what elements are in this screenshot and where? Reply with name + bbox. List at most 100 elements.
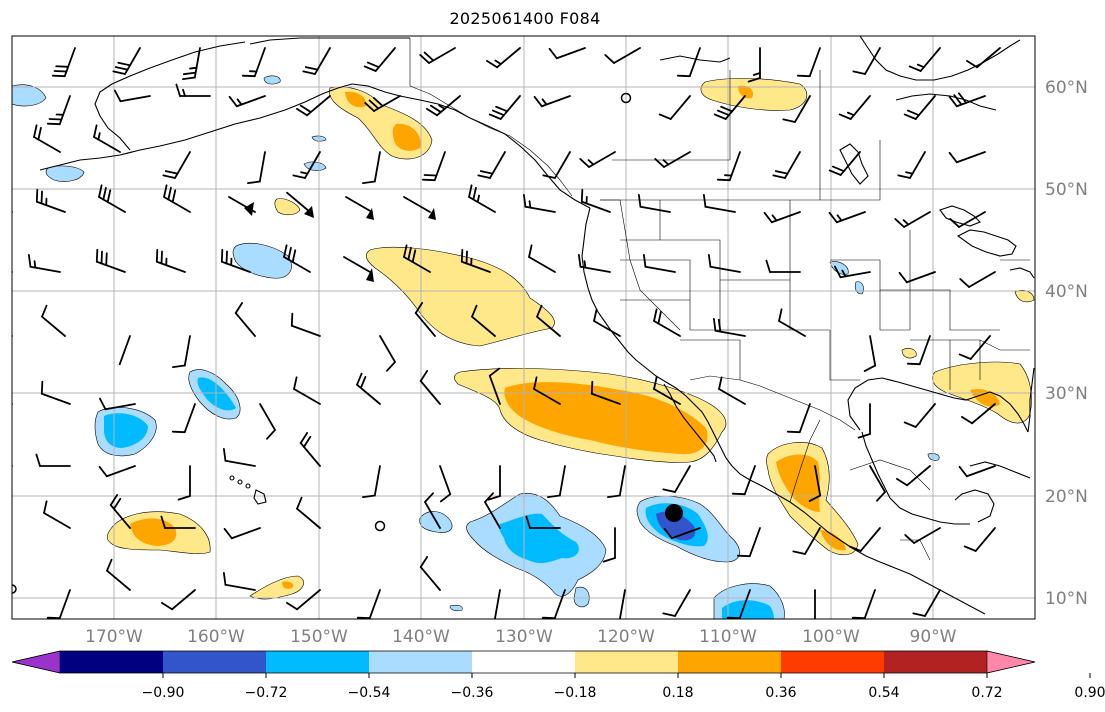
longitude-labels: 170°W 160°W 150°W 140°W 130°W 120°W 110°… [85, 627, 957, 647]
wind-barb [286, 191, 311, 213]
wind-barb [963, 527, 996, 552]
wind-barb [163, 184, 191, 213]
wind-barb [731, 465, 756, 496]
wind-barb [362, 465, 381, 499]
wind-barb [897, 151, 926, 179]
wind-barb [726, 589, 751, 619]
wind-barb [948, 92, 986, 108]
wind-barb-pennants [244, 202, 436, 282]
wind-barb [948, 151, 986, 164]
wind-barb [356, 589, 381, 619]
wind-barb [763, 211, 801, 224]
wind-barb [95, 248, 126, 273]
wind-barb [828, 151, 861, 176]
wind-barb [906, 335, 931, 366]
wind-barb [414, 302, 436, 337]
wind-barb [162, 151, 191, 179]
wind-barb [658, 95, 691, 120]
lon-label: 130°W [495, 627, 553, 647]
wind-barb [241, 47, 266, 78]
wind-barb [160, 515, 196, 529]
wind-barb [593, 308, 621, 337]
wind-barb [182, 47, 201, 81]
coastlines [39, 36, 1035, 615]
wind-barb [912, 589, 941, 617]
wind-barb [959, 271, 996, 288]
wind-barb [808, 465, 822, 502]
wind-barb [35, 453, 71, 467]
wind-barb [118, 335, 131, 366]
wind-barb [607, 465, 626, 499]
wind-barb [222, 572, 256, 591]
wind-barb [302, 47, 331, 75]
storm-center-dot [665, 504, 683, 522]
wind-barb [247, 151, 266, 185]
wind-barb [488, 95, 521, 120]
wind-barb [547, 465, 566, 499]
wind-barb [533, 95, 571, 108]
wind-barb [896, 465, 931, 487]
wind-barb [296, 95, 331, 117]
lat-label: 30°N [1045, 384, 1088, 404]
wind-barb [343, 256, 371, 273]
wind-barb [828, 211, 866, 224]
wind-barb [106, 558, 131, 591]
wind-barb [786, 403, 811, 434]
wind-barb [293, 376, 321, 405]
latitude-labels: 60°N 50°N 40°N 30°N 20°N 10°N [1045, 78, 1088, 609]
wind-barb [259, 403, 276, 440]
wind-barb [834, 265, 871, 279]
wind-barb [283, 244, 311, 273]
wind-barb [421, 151, 446, 182]
wind-barb [471, 304, 496, 337]
wind-barb [296, 496, 321, 529]
wind-barb [958, 465, 996, 478]
wind-barb [541, 589, 566, 619]
wind-barb [439, 465, 452, 503]
wind-barb [460, 248, 491, 273]
wind-barb [155, 248, 186, 273]
wind-barb [796, 47, 821, 78]
wind-barb [814, 589, 816, 619]
lon-label: 90°W [910, 627, 957, 647]
wind-barb [533, 376, 561, 405]
wind-barb [653, 376, 681, 405]
wind-barb [492, 589, 501, 619]
graticule [12, 36, 1035, 619]
wind-barb [713, 95, 746, 120]
wind-barb [848, 527, 881, 552]
lon-label: 140°W [392, 627, 450, 647]
wind-barb [654, 151, 691, 168]
lon-label: 120°W [597, 627, 655, 647]
wind-barb [604, 47, 641, 64]
wind-barb [419, 370, 441, 405]
wind-barb [637, 194, 671, 213]
wind-barb [590, 380, 621, 405]
wind-barb [536, 304, 561, 337]
wind-barb [966, 47, 1001, 69]
shaded-field-negative [12, 75, 940, 619]
wind-barb [223, 527, 261, 540]
wind-barb [662, 465, 691, 493]
wind-barb [171, 403, 196, 434]
wind-barb [542, 151, 571, 179]
map-title: 2025061400 F084 [449, 9, 601, 28]
wind-barb [292, 151, 321, 179]
wind-barb [12, 270, 13, 273]
lat-label: 10°N [1045, 589, 1088, 609]
wind-barb [663, 527, 701, 540]
wind-barb [161, 589, 196, 611]
wind-barb [580, 188, 611, 213]
wind-barb [356, 372, 381, 405]
wind-barb [487, 465, 501, 501]
lat-label: 50°N [1045, 180, 1088, 200]
wind-barb [702, 194, 736, 213]
wind-barb [642, 254, 676, 273]
wind-barb [41, 304, 66, 337]
wind-barb [716, 151, 741, 182]
wind-barb [12, 334, 13, 337]
wind-barb [477, 151, 506, 179]
lat-label: 20°N [1045, 487, 1088, 507]
wind-barb [486, 47, 521, 69]
wind-barb [175, 83, 211, 97]
